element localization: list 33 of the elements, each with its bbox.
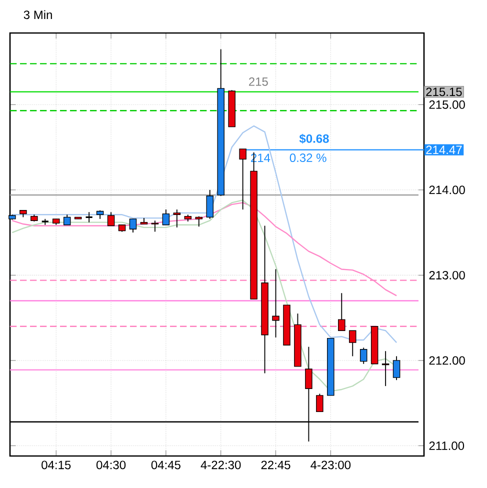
y-tick-label: 212.00 <box>429 356 465 365</box>
x-tick-label: 04:15 <box>42 460 71 470</box>
candlestick <box>382 350 390 387</box>
x-tick-label: 04:45 <box>151 460 180 470</box>
annotation: 215 <box>249 77 268 86</box>
annotation: $0.68 <box>299 134 329 144</box>
ref-line-label: 215.15 <box>426 88 462 96</box>
x-tick-label: 4-22:30 <box>200 460 241 470</box>
chart-title: 3 Min <box>24 10 52 20</box>
candlestick <box>316 393 324 412</box>
y-tick-label: 213.00 <box>429 270 465 280</box>
candlestick <box>239 148 246 210</box>
candlestick <box>162 209 170 226</box>
candlestick <box>206 189 214 220</box>
ref-line-label: 214.47 <box>426 146 462 154</box>
candlestick <box>360 347 368 364</box>
candlestick <box>272 268 280 338</box>
y-tick-label: 214.00 <box>429 186 465 194</box>
y-tick-label: 215.00 <box>429 100 465 109</box>
candlestick <box>63 214 71 226</box>
candlestick <box>84 212 94 223</box>
candlestick <box>173 209 181 228</box>
x-tick-label: 4-23:00 <box>310 460 351 470</box>
candlestick <box>107 212 115 226</box>
candlestick <box>348 330 356 357</box>
annotation: 0.32 % <box>290 154 326 162</box>
x-tick-label: 04:30 <box>96 460 126 470</box>
candlestick <box>129 218 137 234</box>
candlestick <box>151 220 159 232</box>
candlestick <box>338 292 346 332</box>
x-tick-label: 22:45 <box>261 460 290 470</box>
y-tick-label: 211.00 <box>429 442 464 450</box>
candlestick <box>392 356 400 381</box>
